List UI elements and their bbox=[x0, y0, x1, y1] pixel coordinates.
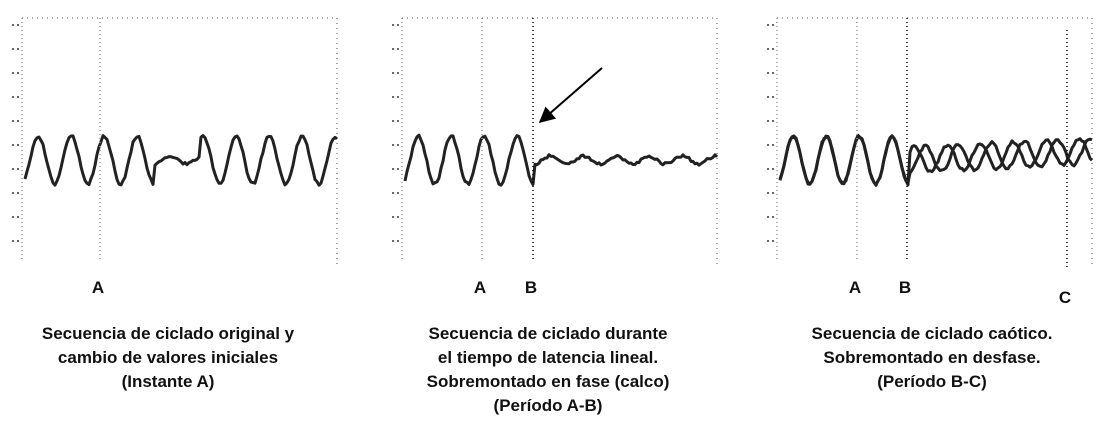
waveform bbox=[25, 136, 337, 186]
caption-line: el tiempo de latencia lineal. bbox=[438, 348, 658, 367]
page: A Secuencia de ciclado original y cambio d… bbox=[0, 0, 1100, 431]
arrow bbox=[540, 68, 602, 122]
figure: A Secuencia de ciclado original y cambio d… bbox=[0, 0, 1100, 431]
marker-label: A bbox=[849, 278, 861, 297]
caption-line: Sobremontado en desfase. bbox=[823, 348, 1040, 367]
caption-line: cambio de valores iniciales bbox=[58, 348, 278, 367]
caption-line: (Período B-C) bbox=[877, 372, 987, 391]
caption-line: Secuencia de ciclado caótico. bbox=[812, 324, 1053, 343]
marker-label: C bbox=[1059, 288, 1071, 307]
marker-label: A bbox=[92, 278, 104, 297]
marker-label: B bbox=[899, 278, 911, 297]
waveform bbox=[405, 135, 717, 185]
marker-label: B bbox=[525, 278, 537, 297]
marker-label: A bbox=[474, 278, 486, 297]
caption-line: (Instante A) bbox=[122, 372, 215, 391]
caption-line: Secuencia de ciclado original y bbox=[42, 324, 295, 343]
caption-line: Secuencia de ciclado durante bbox=[428, 324, 667, 343]
caption-line: Sobremontado en fase (calco) bbox=[427, 372, 670, 391]
caption-line: (Período A-B) bbox=[494, 396, 603, 415]
